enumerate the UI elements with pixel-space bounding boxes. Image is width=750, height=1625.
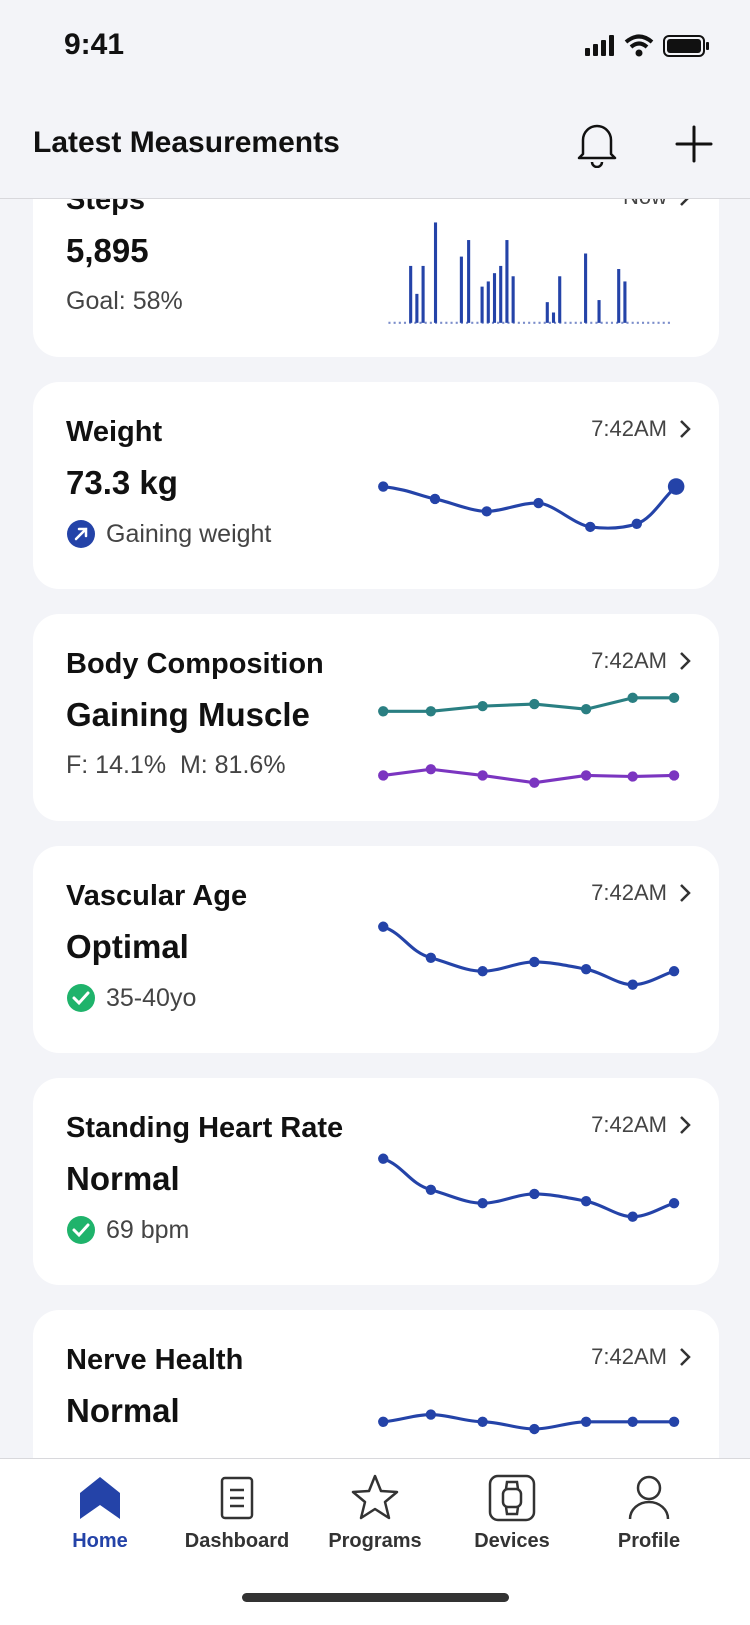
chevron [680,1116,691,1134]
measurement-list: Steps Now 5,895 Goal: 58% Weight 7:42AM … [0,199,750,1458]
nerve-health-sparkline [378,1409,680,1435]
detail-text: F: 14.1% M: 81.6% [66,751,286,779]
home-indicator [242,1593,509,1602]
nerve-health-card[interactable]: Nerve Health 7:42AM Normal [33,1310,719,1458]
weight-card[interactable]: Weight 7:42AM 73.3 kg Gaining weight [33,382,719,589]
card-time: 7:42AM [591,648,691,674]
time-text: 7:42AM [591,416,667,441]
time-text: 7:42AM [591,1344,667,1369]
card-title: Steps [66,199,145,216]
chevron [680,884,691,902]
tab-bar: Home Dashboard Programs Devices Profile [0,1458,750,1625]
card-value: Normal [66,1392,180,1429]
card-title: Standing Heart Rate [66,1112,344,1144]
card-title: Nerve Health [66,1344,244,1376]
header-title: Latest Measurements [33,126,340,159]
tab-profile[interactable]: Profile [579,1459,719,1579]
tab-label: Profile [617,1530,681,1552]
tab-label: Programs [328,1530,422,1552]
time-text: Now [623,199,667,210]
tab-devices[interactable]: Devices [442,1459,582,1579]
tab-programs[interactable]: Programs [305,1459,445,1579]
card-detail: F: 14.1% M: 81.6% [66,751,286,780]
weight-sparkline [378,478,685,533]
check-icon [67,1216,95,1244]
card-value: 5,895 [66,232,149,269]
body-composition-sparkline [378,692,680,788]
time-text: 7:42AM [591,880,667,905]
tab-label: Home [72,1530,128,1552]
vascular-age-card[interactable]: Vascular Age 7:42AM Optimal 35-40yo [33,846,719,1053]
card-title: Weight [66,416,163,448]
time-text: 7:42AM [591,648,667,673]
chevron [680,652,691,670]
add-button[interactable] [674,124,714,164]
detail-text: Gaining weight [106,519,272,548]
card-detail: Gaining weight [66,519,271,549]
status-icons [585,34,709,57]
chevron [680,420,691,438]
steps-card[interactable]: Steps Now 5,895 Goal: 58% [33,199,719,357]
tab-label: Devices [474,1530,550,1552]
vascular-age-sparkline [378,921,680,990]
devices-icon [488,1474,536,1522]
card-value: Gaining Muscle [66,696,310,733]
tab-home[interactable]: Home [30,1459,170,1579]
detail-text: 69 bpm [106,1215,190,1244]
time-text: 7:42AM [591,1112,667,1137]
card-time: 7:42AM [591,416,691,442]
card-detail: Goal: 58% [66,287,183,316]
chevron [680,1348,691,1366]
home-icon [80,1477,120,1519]
standing-heart-rate-card[interactable]: Standing Heart Rate 7:42AM Normal 69 bpm [33,1078,719,1285]
dashboard-icon [220,1476,254,1520]
header: Latest Measurements [0,90,750,199]
card-title: Vascular Age [66,880,248,912]
status-time: 9:41 [64,28,125,61]
chevron [680,199,689,206]
profile-icon [628,1475,670,1520]
steps-sparkline [388,222,674,324]
card-time: 7:42AM [591,880,691,906]
card-value: Normal [66,1160,180,1197]
tab-label: Dashboard [184,1530,290,1552]
detail-text: 35-40yo [106,983,197,1012]
card-time: 7:42AM [591,1344,691,1370]
status-bar: 9:41 [0,0,750,90]
card-detail: 35-40yo [66,983,196,1013]
card-detail: 69 bpm [66,1215,189,1245]
card-value: Optimal [66,928,189,965]
card-value: 73.3 kg [66,464,178,501]
detail-text: Goal: 58% [66,287,183,315]
card-time: Now [623,199,691,210]
notifications-button[interactable] [575,120,619,168]
tab-dashboard[interactable]: Dashboard [167,1459,307,1579]
card-time: 7:42AM [591,1112,691,1138]
check-icon [67,984,95,1012]
programs-icon [351,1474,399,1520]
card-title: Body Composition [66,648,324,680]
trend-up-icon [67,520,95,548]
body-composition-card[interactable]: Body Composition 7:42AM Gaining Muscle F… [33,614,719,821]
standing-heart-rate-sparkline [378,1153,680,1222]
